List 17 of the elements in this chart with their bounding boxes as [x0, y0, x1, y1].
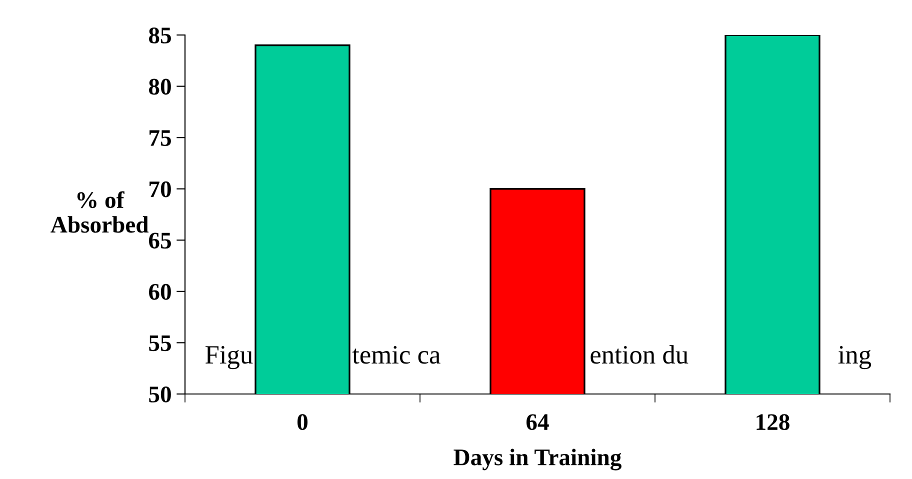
- y-tick-label: 85: [148, 27, 171, 44]
- annotation: ing: [838, 346, 872, 370]
- y-tick-label: 75: [150, 130, 171, 146]
- y-tick-label: 65: [149, 232, 171, 249]
- y-tick-label: 50: [149, 386, 171, 402]
- y-tick-label: 55: [149, 335, 171, 352]
- y-axis-title: % of Absorbed: [50, 191, 149, 233]
- annotation: Figu: [206, 346, 253, 370]
- annotation: ention du: [590, 345, 688, 364]
- x-axis-title: Days in Training: [454, 448, 622, 470]
- x-tick-label: 64: [526, 414, 549, 430]
- x-tick-label: 128: [756, 414, 790, 430]
- y-tick-label: 60: [149, 284, 171, 300]
- x-tick-label: 0: [297, 414, 308, 430]
- y-tick-label: 80: [148, 78, 171, 95]
- annotation: temic ca: [352, 346, 440, 364]
- y-tick-label: 70: [150, 181, 171, 198]
